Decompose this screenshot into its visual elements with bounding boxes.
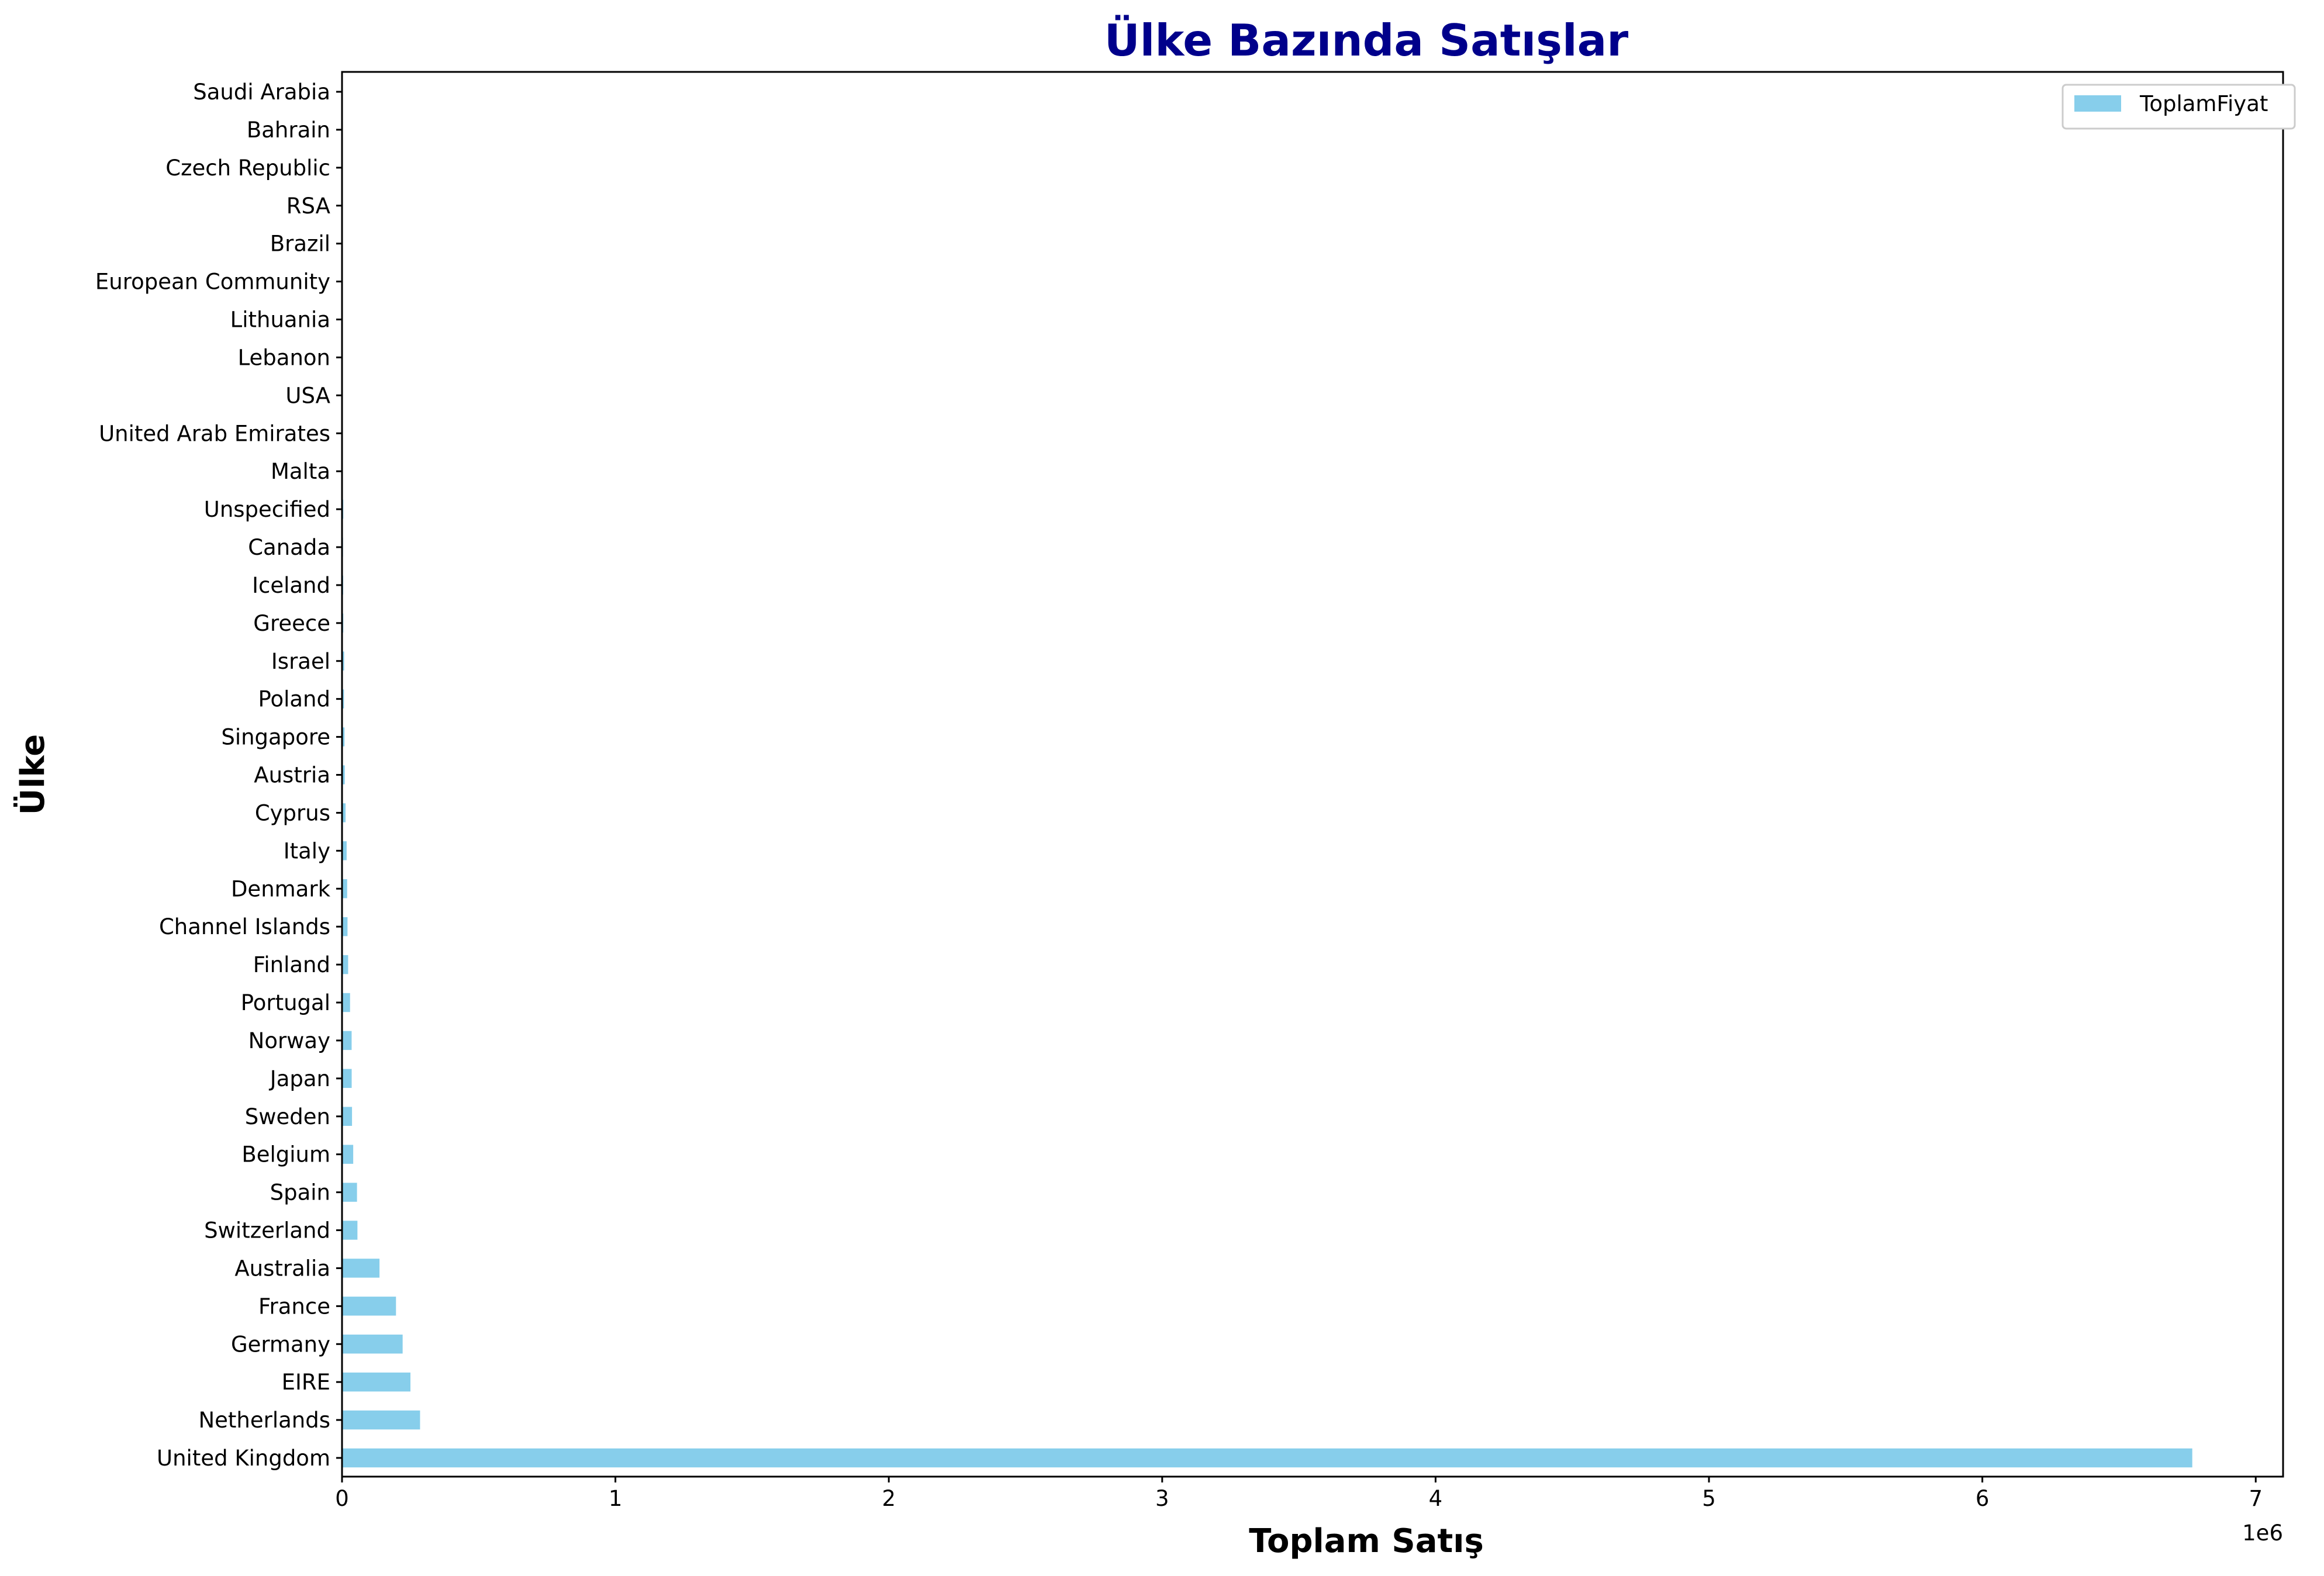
y-tick-label: Norway xyxy=(248,1028,330,1053)
y-tick-label: Malta xyxy=(271,459,330,484)
y-tick-label: Singapore xyxy=(221,725,330,750)
legend-label: ToplamFiyat xyxy=(2139,91,2268,116)
y-tick-label: United Arab Emirates xyxy=(99,421,330,446)
y-tick-label: Spain xyxy=(270,1180,330,1205)
x-tick-label: 2 xyxy=(882,1486,896,1511)
y-tick-label: France xyxy=(258,1294,330,1319)
y-tick-label: Switzerland xyxy=(204,1218,330,1243)
y-tick-label: Finland xyxy=(253,952,330,977)
y-tick-label: Israel xyxy=(271,649,330,674)
x-tick-label: 6 xyxy=(1976,1486,1990,1511)
plot-frame xyxy=(341,71,2284,1478)
y-tick-label: United Kingdom xyxy=(157,1446,330,1471)
y-axis-title: Ülke xyxy=(14,734,52,815)
bar-portugal xyxy=(342,993,350,1012)
y-tick-label: Lithuania xyxy=(230,307,330,333)
bar-austria xyxy=(342,765,345,784)
bar-channel-islands xyxy=(342,917,348,936)
bar-poland xyxy=(342,689,344,708)
y-tick-label: Lebanon xyxy=(238,345,330,370)
bar-finland xyxy=(342,955,348,974)
y-tick-label: EIRE xyxy=(282,1370,330,1395)
x-tick-label: 0 xyxy=(335,1486,349,1511)
bar-united-kingdom xyxy=(342,1448,2192,1468)
y-tick-label: Canada xyxy=(248,535,330,560)
bar-switzerland xyxy=(342,1221,358,1240)
y-tick-label: Channel Islands xyxy=(159,914,330,939)
y-tick-label: Czech Republic xyxy=(165,155,330,181)
y-tick-label: Germany xyxy=(231,1332,330,1357)
y-tick-label: European Community xyxy=(95,269,330,295)
bar-eire xyxy=(342,1372,411,1392)
y-tick-label: Netherlands xyxy=(198,1408,330,1433)
y-tick-label: Poland xyxy=(258,687,330,712)
x-tick-label: 1 xyxy=(609,1486,623,1511)
y-tick-label: Sweden xyxy=(245,1104,330,1129)
x-tick-label: 5 xyxy=(1702,1486,1716,1511)
legend: ToplamFiyat xyxy=(2061,84,2296,130)
bar-denmark xyxy=(342,879,347,898)
bar-france xyxy=(342,1297,396,1316)
bar-sweden xyxy=(342,1107,353,1126)
x-axis: 0 1 2 3 4 5 6 7 xyxy=(335,1477,2263,1511)
y-tick-label: RSA xyxy=(286,193,330,219)
bar-germany xyxy=(342,1335,403,1354)
y-tick-label: Denmark xyxy=(231,876,331,901)
legend-swatch xyxy=(2074,95,2121,112)
y-tick-label: Greece xyxy=(253,611,330,636)
x-tick-label: 3 xyxy=(1155,1486,1169,1511)
chart-title: Ülke Bazında Satışlar xyxy=(1104,15,1629,66)
y-tick-label: Saudi Arabia xyxy=(193,80,330,105)
x-axis-title: Toplam Satış xyxy=(1249,1522,1484,1560)
bar-norway xyxy=(342,1031,352,1050)
bar-australia xyxy=(342,1259,380,1278)
y-tick-label: Bahrain xyxy=(247,117,330,143)
y-tick-label: Cyprus xyxy=(255,800,330,825)
y-tick-label: Brazil xyxy=(270,231,330,257)
bar-spain xyxy=(342,1183,357,1202)
bars-group xyxy=(342,82,2192,1468)
y-tick-label: Japan xyxy=(269,1066,330,1091)
bar-italy xyxy=(342,841,347,860)
y-tick-label: Portugal xyxy=(241,990,330,1015)
y-axis: United Kingdom Netherlands EIRE Germany Fran… xyxy=(95,80,342,1471)
y-tick-label: Australia xyxy=(234,1256,330,1281)
bar-belgium xyxy=(342,1145,354,1164)
x-offset-label: 1e6 xyxy=(2242,1520,2283,1546)
y-tick-label: Iceland xyxy=(252,573,330,598)
y-tick-label: Italy xyxy=(284,838,330,863)
bar-japan xyxy=(342,1069,352,1088)
bar-singapore xyxy=(342,727,345,746)
y-tick-label: Austria xyxy=(254,763,330,788)
bar-israel xyxy=(342,651,344,671)
x-tick-label: 7 xyxy=(2249,1486,2263,1511)
y-tick-label: USA xyxy=(285,383,330,408)
y-tick-label: Belgium xyxy=(241,1142,330,1167)
bar-netherlands xyxy=(342,1410,420,1430)
bar-cyprus xyxy=(342,803,346,822)
x-tick-label: 4 xyxy=(1429,1486,1443,1511)
y-tick-label: Unspecified xyxy=(204,497,330,522)
